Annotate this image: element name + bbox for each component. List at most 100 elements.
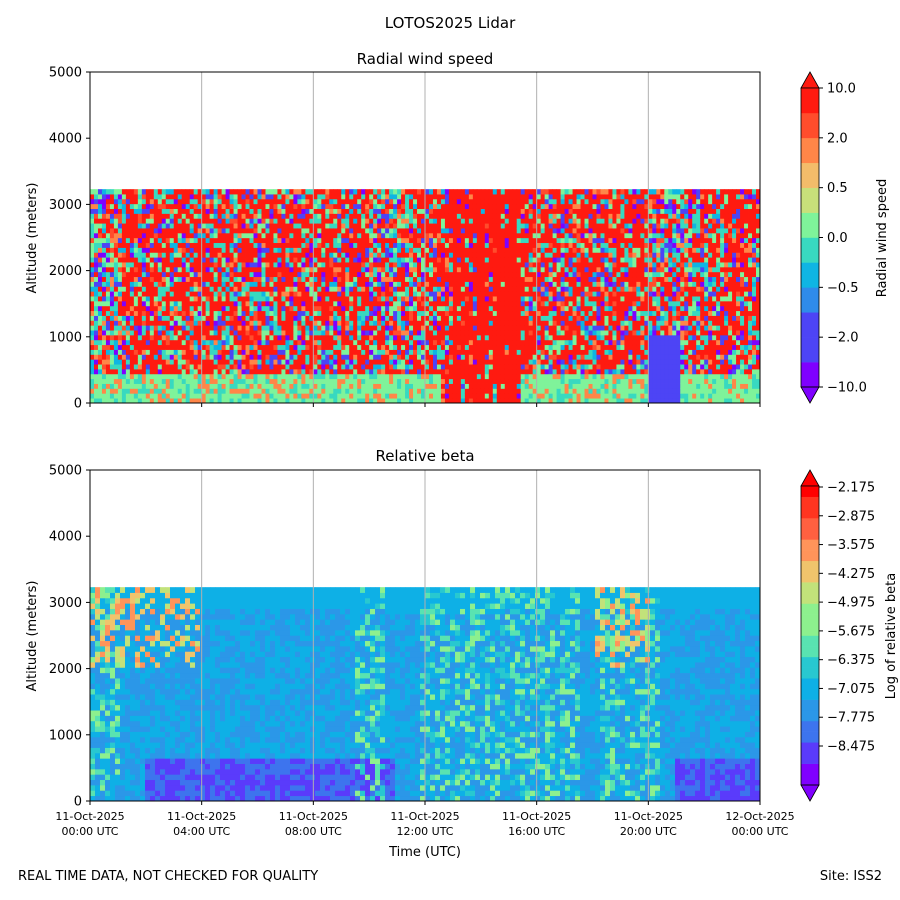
colorbar-segment [801, 507, 819, 519]
colorbar-segment [801, 187, 819, 213]
colorbar-segment [801, 528, 819, 540]
colorbar-tick-label: −7.075 [827, 682, 875, 697]
y-tick-label: 2000 [49, 662, 82, 677]
radial-wind-heatmap [90, 189, 761, 404]
colorbar-segment [801, 699, 819, 711]
colorbar-segment [801, 212, 819, 238]
colorbar-tick-label: 0.0 [827, 231, 848, 246]
y-tick-label: 0 [74, 397, 82, 412]
x-tick-label-time: 08:00 UTC [285, 825, 342, 838]
colorbar-segment [801, 112, 819, 139]
x-tick-label-time: 00:00 UTC [731, 825, 788, 838]
colorbar-segment [801, 656, 819, 668]
x-tick-label-date: 11-Oct-2025 [279, 810, 348, 823]
radial-wind-ylabel: Altitude (meters) [25, 183, 40, 294]
colorbar-segment [801, 539, 819, 551]
colorbar-tick-label: −3.575 [827, 538, 875, 553]
colorbar-tick-label: −2.175 [827, 481, 875, 496]
figure-title: LOTOS2025 Lidar [384, 14, 516, 32]
quality-disclaimer: REAL TIME DATA, NOT CHECKED FOR QUALITY [18, 869, 319, 884]
relative-beta-gridlines [201, 470, 649, 801]
colorbar-segment [801, 262, 819, 288]
colorbar-segment [801, 486, 819, 497]
x-tick-label-date: 11-Oct-2025 [167, 810, 236, 823]
y-tick-label: 2000 [49, 264, 82, 279]
relative-beta-colorbar: −2.175 −2.875 −3.575 −4.275 −4.975 −5.675 −6.3… [800, 469, 875, 802]
colorbar-extend-max [800, 71, 820, 89]
colorbar-segment [801, 710, 819, 722]
x-tick-label-time: 16:00 UTC [508, 825, 565, 838]
relative-beta-x-ticks: 11-Oct-2025 00:00 UTC 11-Oct-2025 04:00 UTC… [55, 801, 795, 838]
site-label: Site: ISS2 [819, 869, 882, 884]
relative-beta-xlabel: Time (UTC) [388, 845, 461, 860]
colorbar-segment [801, 667, 819, 679]
colorbar-tick-label: −4.975 [827, 596, 875, 611]
colorbar-extend-min [800, 386, 820, 404]
y-tick-label: 0 [74, 795, 82, 810]
relative-beta-colorbar-label: Log of relative beta [884, 573, 899, 700]
x-tick-label-time: 20:00 UTC [620, 825, 677, 838]
colorbar-segment [801, 624, 819, 636]
relative-beta-ylabel: Altitude (meters) [25, 581, 40, 692]
colorbar-tick-label: −2.875 [827, 509, 875, 524]
colorbar-segment [801, 774, 819, 786]
x-tick-label-date: 11-Oct-2025 [502, 810, 571, 823]
colorbar-segment [801, 646, 819, 658]
colorbar-segment [801, 678, 819, 690]
colorbar-segment [801, 688, 819, 700]
x-tick-label-time: 00:00 UTC [61, 825, 118, 838]
colorbar-segment [801, 287, 819, 313]
colorbar-segment [801, 763, 819, 775]
colorbar-segment [801, 731, 819, 743]
colorbar-tick-label: −6.375 [827, 653, 875, 668]
colorbar-segment [801, 88, 819, 114]
x-tick-label-date: 12-Oct-2025 [725, 810, 794, 823]
radial-wind-y-ticks: 0 1000 2000 3000 4000 5000 [49, 66, 90, 412]
y-tick-label: 3000 [49, 198, 82, 213]
colorbar-segment [801, 496, 819, 508]
x-tick-label-time: 12:00 UTC [396, 825, 453, 838]
radial-wind-title: Radial wind speed [357, 50, 494, 68]
colorbar-tick-label: −4.275 [827, 567, 875, 582]
radial-wind-gridlines [201, 72, 649, 403]
colorbar-segment [801, 635, 819, 647]
colorbar-segment [801, 720, 819, 732]
radial-wind-colorbar: 10.0 2.0 0.5 0.0 −0.5 −2.0 −10.0 [800, 71, 867, 404]
colorbar-segment [801, 603, 819, 615]
relative-beta-heatmap [90, 587, 761, 802]
colorbar-extend-max [800, 469, 820, 487]
colorbar-segment [801, 337, 819, 363]
colorbar-tick-label: 10.0 [827, 82, 856, 97]
y-tick-label: 1000 [49, 728, 82, 743]
radial-wind-panel: Radial wind speed 010002000300040005000 … [25, 50, 890, 412]
colorbar-segment [801, 614, 819, 626]
colorbar-segment [801, 550, 819, 562]
colorbar-segment [801, 571, 819, 583]
y-tick-label: 5000 [49, 66, 82, 81]
colorbar-segment [801, 237, 819, 263]
colorbar-segment [801, 742, 819, 754]
y-tick-label: 1000 [49, 330, 82, 345]
colorbar-segment [801, 162, 819, 188]
colorbar-extend-min [800, 784, 820, 802]
colorbar-segment [801, 518, 819, 530]
colorbar-tick-label: −7.775 [827, 711, 875, 726]
colorbar-frame [800, 485, 820, 786]
colorbar-segment [801, 592, 819, 604]
y-tick-label: 4000 [49, 132, 82, 147]
x-tick-label-date: 11-Oct-2025 [55, 810, 124, 823]
x-tick-label-date: 11-Oct-2025 [614, 810, 683, 823]
colorbar-segment [801, 312, 819, 338]
colorbar-segment [801, 560, 819, 572]
x-tick-label-time: 04:00 UTC [173, 825, 230, 838]
y-tick-label: 4000 [49, 530, 82, 545]
relative-beta-y-ticks: 0 1000 2000 3000 4000 5000 [49, 464, 90, 810]
colorbar-tick-label: −2.0 [827, 331, 859, 346]
colorbar-tick-label: −8.475 [827, 740, 875, 755]
colorbar-segment [801, 752, 819, 764]
colorbar-segment [801, 582, 819, 594]
relative-beta-panel: Relative beta 0 1000 2000 3000 4000 5000 11-O… [25, 447, 899, 860]
x-tick-label-date: 11-Oct-2025 [390, 810, 459, 823]
radial-wind-x-ticks [89, 403, 761, 407]
